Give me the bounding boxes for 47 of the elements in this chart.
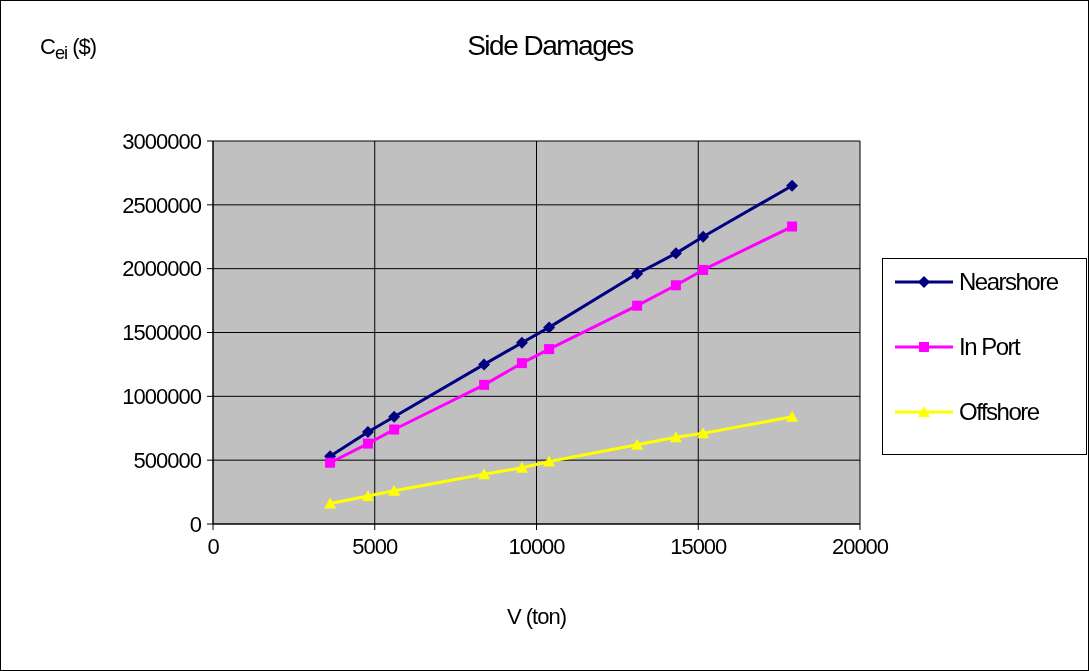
point [515, 461, 528, 473]
point [515, 336, 528, 349]
point [669, 431, 682, 443]
point [389, 424, 400, 435]
x-tick-label: 10000 [508, 533, 566, 559]
y-tick-label: 3000000 [122, 128, 202, 154]
point [786, 179, 799, 192]
point [362, 438, 373, 449]
x-tick-label: 20000 [831, 533, 889, 559]
y-tick-label: 500000 [133, 447, 202, 473]
point [361, 426, 374, 439]
point [698, 264, 709, 275]
x-axis-title: V (ton) [506, 604, 567, 630]
y-tick-label: 2000000 [122, 256, 202, 282]
point [787, 221, 798, 232]
point [388, 410, 401, 423]
point [516, 358, 527, 369]
y-tick-label: 1000000 [122, 384, 202, 410]
point [388, 484, 401, 496]
y-tick-label: 2500000 [122, 192, 202, 218]
point [478, 358, 491, 371]
x-tick-label: 0 [207, 533, 220, 559]
point [478, 468, 491, 480]
point [631, 267, 644, 280]
point [479, 379, 490, 390]
point [632, 300, 643, 311]
chart-title: Side Damages [467, 30, 633, 61]
y-axis-title: C$_{ei}$ ($) [40, 34, 97, 65]
legend-label: Offshore [959, 398, 1039, 426]
point [697, 427, 710, 439]
point [324, 497, 337, 509]
x-tick-label: 15000 [670, 533, 728, 559]
point [786, 410, 799, 422]
point [543, 455, 556, 467]
x-tick-label: 5000 [352, 533, 398, 559]
point [361, 489, 374, 501]
point [669, 247, 682, 260]
point [543, 321, 556, 334]
legend-label: In Port [959, 333, 1020, 361]
point [631, 438, 644, 450]
point [325, 457, 336, 468]
point [670, 280, 681, 291]
point [697, 230, 710, 243]
y-tick-label: 1500000 [122, 320, 202, 346]
y-tick-label: 0 [189, 511, 202, 537]
legend-label: Nearshore [959, 268, 1058, 296]
point [544, 344, 555, 355]
